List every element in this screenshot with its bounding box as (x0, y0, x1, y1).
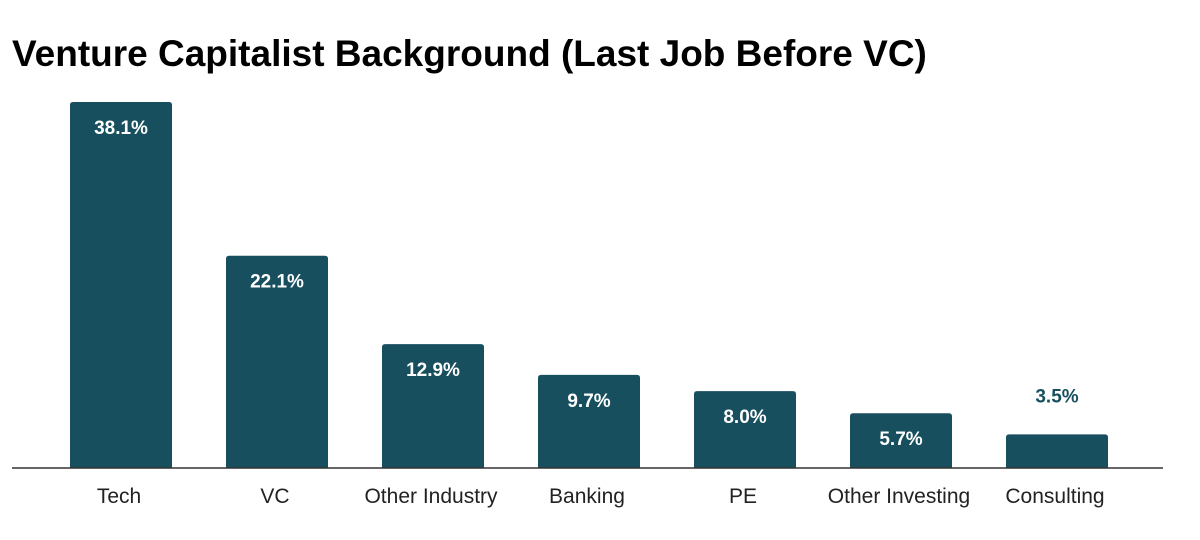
category-label-other-investing: Other Investing (828, 485, 970, 508)
bar-banking (538, 374, 640, 468)
category-label-banking: Banking (549, 485, 625, 508)
bar-value-label-banking: 9.7% (567, 391, 610, 412)
category-label-consulting: Consulting (1005, 485, 1104, 508)
bar-vc (226, 255, 328, 468)
bar-value-label-vc: 22.1% (250, 272, 304, 293)
category-label-tech: Tech (97, 485, 141, 508)
bar-value-label-other-industry: 12.9% (406, 360, 460, 381)
bar-consulting (1006, 434, 1108, 468)
bar-value-label-tech: 38.1% (94, 118, 148, 139)
bar-value-label-pe: 8.0% (723, 407, 766, 428)
bar-value-label-consulting: 3.5% (1035, 386, 1078, 407)
bar-other-industry (382, 344, 484, 468)
bars-group (70, 102, 1108, 468)
category-labels-group: Tech VC Other Industry Banking PE Other Inves… (97, 485, 1105, 508)
category-label-vc: VC (260, 485, 289, 508)
category-label-pe: PE (729, 485, 757, 508)
bar-pe (694, 391, 796, 468)
bar-other-investing (850, 413, 952, 468)
chart-title: Venture Capitalist Background (Last Job … (12, 33, 927, 74)
category-label-other-industry: Other Industry (364, 485, 498, 508)
bar-tech (70, 102, 172, 468)
bar-labels-group: 38.1% 22.1% 12.9% 9.7% 8.0% 5.7% 3.5% (94, 118, 1079, 450)
bar-value-label-other-investing: 5.7% (879, 429, 922, 450)
